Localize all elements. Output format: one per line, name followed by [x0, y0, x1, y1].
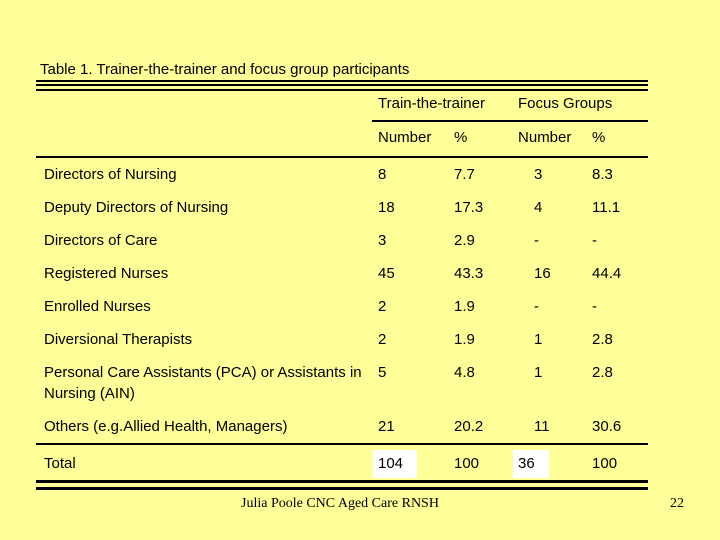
row-label: Directors of Nursing — [44, 166, 177, 183]
row-value: 1 — [534, 331, 543, 348]
table-row: Enrolled Nurses 2 1.9 - - — [36, 290, 648, 323]
column-header-fg-number: Number — [512, 121, 587, 158]
row-value: 8 — [378, 166, 387, 183]
table-header: Train-the-trainer Focus Groups Number % … — [36, 91, 649, 158]
row-value: 30.6 — [592, 418, 622, 435]
row-value: 2 — [378, 298, 387, 315]
row-label: Personal Care Assistants (PCA) or Assist… — [44, 364, 362, 402]
row-value: 4 — [534, 199, 543, 216]
row-value: 1 — [534, 364, 543, 381]
row-value: 5 — [378, 364, 387, 381]
row-value: 43.3 — [454, 265, 484, 282]
row-value: 17.3 — [454, 199, 484, 216]
table-footer: Total 104 100 36 100 — [36, 443, 649, 482]
row-value: 8.3 — [592, 166, 613, 183]
column-header-row: Number % Number % — [36, 121, 649, 158]
table-title: Table 1. Trainer-the-trainer and focus g… — [36, 61, 648, 82]
row-value: 7.7 — [454, 166, 475, 183]
table-row: Deputy Directors of Nursing 18 17.3 4 11.1 — [36, 191, 648, 224]
row-value: 1.9 — [454, 298, 475, 315]
table-row: Personal Care Assistants (PCA) or Assist… — [36, 356, 648, 410]
table-row: Registered Nurses 45 43.3 16 44.4 — [36, 257, 648, 290]
row-value: 2.8 — [592, 331, 613, 348]
row-label: Registered Nurses — [44, 265, 169, 282]
row-label: Directors of Care — [44, 232, 158, 249]
header-spacer-cell — [36, 91, 372, 121]
row-label: Others (e.g.Allied Health, Managers) — [44, 418, 288, 435]
row-label: Enrolled Nurses — [44, 298, 151, 315]
group-header-focus-groups: Focus Groups — [512, 91, 649, 122]
total-ttt-percent: 100 — [448, 443, 513, 482]
footer-credit: Julia Poole CNC Aged Care RNSH — [241, 496, 439, 511]
row-value: 1.9 — [454, 331, 475, 348]
column-header-ttt-percent: % — [448, 121, 513, 158]
total-row: Total 104 100 36 100 — [36, 443, 649, 482]
row-value: 3 — [534, 166, 543, 183]
total-fg-number-highlighted: 36 — [513, 450, 549, 478]
header-spacer-cell — [36, 121, 372, 158]
row-value: 2.9 — [454, 232, 475, 249]
row-value: 18 — [378, 199, 395, 216]
row-value: 11 — [534, 418, 550, 435]
row-value: 3 — [378, 232, 387, 249]
row-value: 4.8 — [454, 364, 475, 381]
total-label: Total — [36, 443, 372, 482]
total-fg-percent: 100 — [586, 443, 649, 482]
participants-table: Train-the-trainer Focus Groups Number % … — [36, 91, 649, 482]
table-row: Directors of Care 3 2.9 - - — [36, 224, 648, 257]
total-ttt-number-highlighted: 104 — [373, 450, 418, 478]
row-value: 2 — [378, 331, 387, 348]
row-value: 45 — [378, 265, 395, 282]
top-double-rule — [36, 84, 648, 91]
table-row: Others (e.g.Allied Health, Managers) 21 20… — [36, 410, 648, 444]
column-header-ttt-number: Number — [372, 121, 448, 158]
bottom-double-rule — [36, 480, 648, 490]
row-value: 20.2 — [454, 418, 484, 435]
row-value: - — [592, 298, 598, 315]
group-header-row: Train-the-trainer Focus Groups — [36, 91, 649, 122]
row-value: - — [534, 232, 540, 249]
row-label: Deputy Directors of Nursing — [44, 199, 229, 216]
row-value: 21 — [378, 418, 395, 435]
row-value: 11.1 — [592, 199, 621, 216]
row-value: 44.4 — [592, 265, 622, 282]
table-body: Directors of Nursing 8 7.7 3 8.3 Deputy Direc… — [36, 157, 648, 444]
column-header-fg-percent: % — [586, 121, 649, 158]
group-header-train-the-trainer: Train-the-trainer — [372, 91, 513, 122]
row-value: 2.8 — [592, 364, 613, 381]
row-value: 16 — [534, 265, 551, 282]
table-row: Diversional Therapists 2 1.9 1 2.8 — [36, 323, 648, 356]
table-row: Directors of Nursing 8 7.7 3 8.3 — [36, 157, 648, 191]
row-value: - — [592, 232, 598, 249]
page-number: 22 — [670, 496, 684, 511]
row-label: Diversional Therapists — [44, 331, 193, 348]
row-value: - — [534, 298, 540, 315]
